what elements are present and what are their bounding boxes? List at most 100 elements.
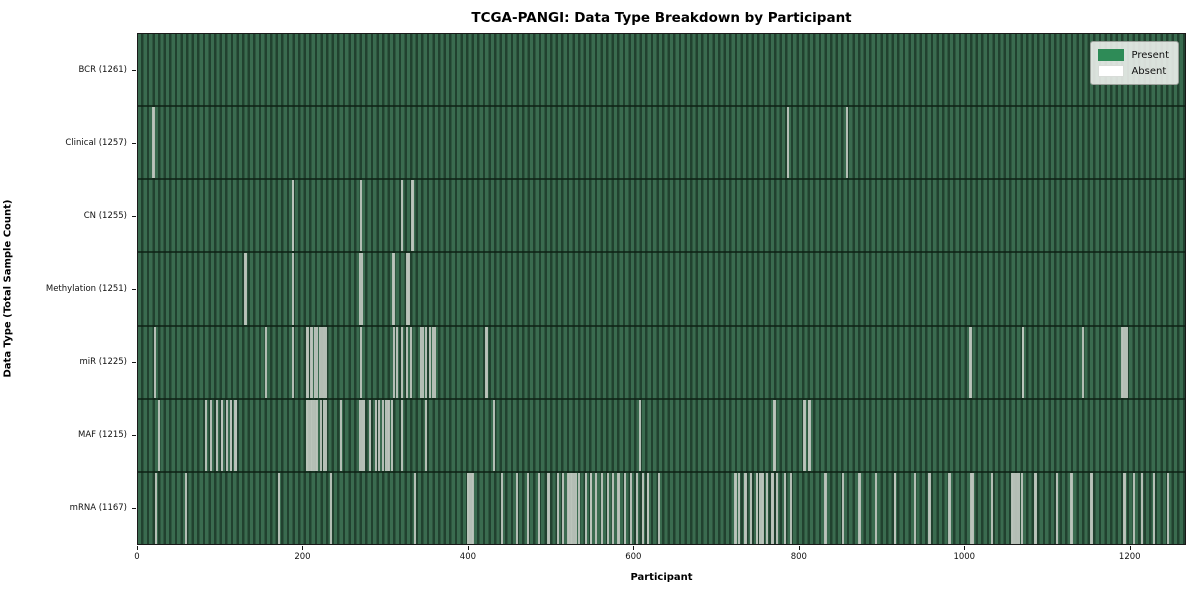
absent-mark <box>309 399 312 471</box>
absent-mark <box>970 326 973 398</box>
absent-mark <box>360 399 363 471</box>
absent-mark <box>617 472 620 544</box>
absent-mark <box>1014 472 1017 544</box>
absent-mark <box>846 107 849 179</box>
legend-label-present: Present <box>1131 49 1169 61</box>
absent-mark <box>744 472 747 544</box>
absent-mark <box>1123 326 1126 398</box>
absent-mark <box>265 326 268 398</box>
absent-mark <box>225 399 228 471</box>
absent-mark <box>378 399 381 471</box>
absent-mark <box>641 472 644 544</box>
absent-swatch-icon <box>1098 65 1125 77</box>
absent-mark <box>204 399 207 471</box>
legend-item-absent: Absent <box>1098 63 1169 79</box>
absent-mark <box>235 399 238 471</box>
x-tick-label: 1000 <box>953 552 976 562</box>
absent-mark <box>400 399 403 471</box>
absent-mark <box>313 326 316 398</box>
absent-mark <box>1022 326 1025 398</box>
absent-mark <box>425 326 428 398</box>
absent-mark <box>875 472 878 544</box>
absent-mark <box>319 399 322 471</box>
absent-mark <box>537 472 540 544</box>
absent-mark <box>209 399 212 471</box>
absent-mark <box>428 326 431 398</box>
y-tick-mark <box>132 69 136 71</box>
absent-mark <box>316 326 319 398</box>
absent-mark <box>776 472 779 544</box>
absent-mark <box>152 107 155 179</box>
absent-mark <box>787 107 789 179</box>
absent-mark <box>434 326 437 398</box>
absent-mark <box>658 472 661 544</box>
absent-mark <box>547 472 550 544</box>
absent-mark <box>322 326 325 398</box>
absent-mark <box>405 326 408 398</box>
y-tick-label: CN (1255) <box>83 210 127 221</box>
absent-mark <box>561 472 564 544</box>
absent-mark <box>311 326 314 398</box>
absent-mark <box>313 399 316 471</box>
absent-mark <box>362 399 365 471</box>
absent-mark <box>990 472 993 544</box>
absent-mark <box>914 472 917 544</box>
y-tick-mark <box>132 508 136 510</box>
absent-mark <box>359 253 362 325</box>
legend: Present Absent <box>1090 41 1179 85</box>
absent-mark <box>308 399 311 471</box>
absent-mark <box>292 180 295 252</box>
absent-mark <box>573 472 576 544</box>
heatmap-row-methylation <box>138 251 1185 325</box>
absent-mark <box>594 472 597 544</box>
x-axis-label: Participant <box>630 572 693 583</box>
absent-mark <box>185 472 188 544</box>
y-axis: BCR (1261) Clinical (1257) CN (1255) Methyl… <box>0 33 137 545</box>
absent-mark <box>858 472 861 544</box>
absent-mark <box>611 472 614 544</box>
absent-mark <box>396 326 399 398</box>
absent-mark <box>422 326 425 398</box>
absent-mark <box>292 326 295 398</box>
heatmap-row-cn <box>138 178 1185 252</box>
absent-mark <box>388 399 391 471</box>
absent-mark <box>314 399 317 471</box>
x-tick-mark <box>1129 546 1131 550</box>
absent-mark <box>155 472 158 544</box>
absent-mark <box>1123 472 1126 544</box>
y-tick-label: MAF (1215) <box>77 430 127 441</box>
heatmap-plot-area: Present Absent <box>137 33 1186 545</box>
x-tick-mark <box>137 546 138 550</box>
absent-mark <box>493 399 496 471</box>
absent-mark <box>783 472 786 544</box>
absent-mark <box>501 472 504 544</box>
absent-mark <box>574 472 577 544</box>
y-tick-label: mRNA (1167) <box>69 503 127 514</box>
absent-mark <box>948 472 951 544</box>
y-tick-label: miR (1225) <box>79 357 127 368</box>
absent-mark <box>929 472 932 544</box>
absent-mark <box>469 472 472 544</box>
absent-mark <box>590 472 593 544</box>
heatmap-row-maf <box>138 397 1185 471</box>
absent-mark <box>841 472 844 544</box>
absent-mark <box>601 472 604 544</box>
absent-mark <box>360 180 363 252</box>
absent-mark <box>1015 472 1018 544</box>
x-tick-label: 0 <box>134 552 140 562</box>
absent-mark <box>360 326 363 398</box>
absent-mark <box>749 472 752 544</box>
legend-label-absent: Absent <box>1131 65 1167 77</box>
x-tick-label: 600 <box>625 552 642 562</box>
heatmap-row-mir <box>138 324 1185 398</box>
absent-mark <box>321 326 324 398</box>
chart-title: TCGA-PANGI: Data Type Breakdown by Parti… <box>471 10 852 26</box>
absent-mark <box>1010 472 1013 544</box>
absent-mark <box>412 180 415 252</box>
y-tick-mark <box>132 142 136 144</box>
x-tick-mark <box>633 546 635 550</box>
absent-mark <box>556 472 559 544</box>
absent-mark <box>1012 472 1015 544</box>
absent-mark <box>324 326 327 398</box>
